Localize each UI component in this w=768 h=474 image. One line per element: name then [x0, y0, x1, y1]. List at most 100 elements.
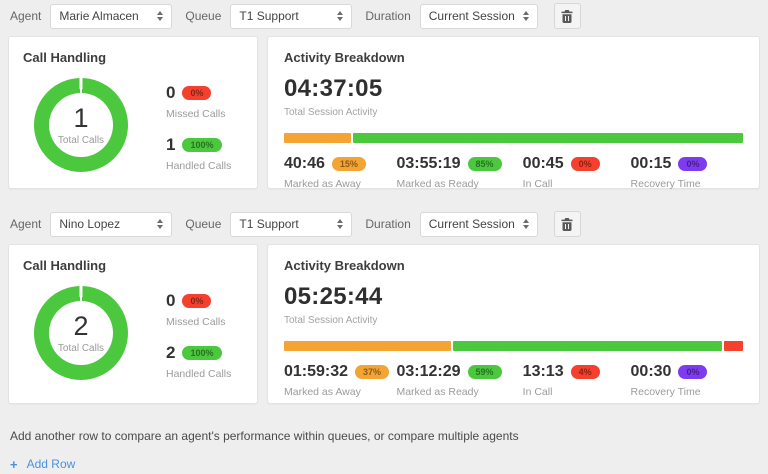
duration-select[interactable]: Current Session [419, 3, 538, 29]
missed-calls-value: 0 [166, 83, 176, 102]
recovery-label: Recovery Time [630, 178, 701, 190]
missed-calls-stat: 0 0% Missed Calls [166, 83, 231, 120]
row-1-cards: Call Handling 1 Total Calls 0 0% Missed … [8, 36, 760, 190]
total-session-time: 05:25:44 [284, 283, 383, 310]
add-row-button[interactable]: + Add Row [10, 457, 75, 471]
queue-select-value: T1 Support [239, 9, 299, 23]
call-handling-title: Call Handling [23, 258, 107, 273]
in-call-pct-badge: 0% [570, 157, 600, 171]
queue-select-value: T1 Support [239, 217, 299, 231]
activity-breakdown-card: Activity Breakdown 04:37:05 Total Sessio… [267, 36, 760, 190]
handled-calls-value: 2 [166, 343, 176, 362]
agent-select[interactable]: Marie Almacen [50, 3, 173, 29]
ready-pct-badge: 85% [467, 157, 502, 171]
recovery-stat: 00:30 0% Recovery Time [631, 363, 743, 398]
in-call-label: In Call [522, 386, 553, 398]
donut-center: 2 Total Calls [49, 301, 113, 365]
total-calls-donut-chart: 1 Total Calls [34, 78, 128, 172]
total-session-label: Total Session Activity [284, 315, 378, 326]
bar-segment-orange [284, 133, 352, 143]
call-handling-title: Call Handling [23, 50, 107, 65]
handled-calls-pct-badge: 100% [182, 346, 222, 360]
away-label: Marked as Away [284, 178, 361, 190]
queue-select[interactable]: T1 Support [230, 3, 353, 29]
away-stat: 01:59:32 37% Marked as Away [284, 363, 396, 398]
select-arrows-icon [522, 11, 529, 21]
total-calls-label: Total Calls [57, 342, 105, 354]
activity-stacked-bar [284, 133, 743, 143]
duration-label: Duration [365, 9, 411, 23]
ready-pct-badge: 59% [467, 365, 502, 379]
in-call-time: 00:45 [522, 155, 564, 172]
ready-time: 03:55:19 [396, 155, 461, 172]
select-arrows-icon [157, 219, 164, 229]
total-calls-donut-chart: 2 Total Calls [34, 286, 128, 380]
delete-row-button[interactable] [553, 3, 581, 29]
duration-label: Duration [365, 217, 411, 231]
agent-select-value: Nino Lopez [59, 217, 121, 231]
missed-calls-pct-badge: 0% [182, 86, 212, 100]
recovery-time: 00:30 [630, 363, 672, 380]
in-call-label: In Call [522, 178, 553, 190]
in-call-pct-badge: 4% [570, 365, 600, 379]
away-stat: 40:46 15% Marked as Away [284, 155, 396, 190]
recovery-time: 00:15 [630, 155, 672, 172]
handled-calls-pct-badge: 100% [182, 138, 222, 152]
select-arrows-icon [337, 219, 344, 229]
in-call-stat: 13:13 4% In Call [523, 363, 631, 398]
duration-select-value: Current Session [428, 9, 515, 23]
compare-hint-text: Add another row to compare an agent's pe… [10, 429, 519, 443]
total-calls-value: 2 [73, 310, 89, 341]
agent-select-value: Marie Almacen [59, 9, 139, 23]
activity-breakdown-title: Activity Breakdown [284, 50, 405, 65]
activity-stats: 01:59:32 37% Marked as Away 03:12:29 59%… [284, 363, 743, 398]
bar-segment-green [452, 341, 723, 351]
activity-breakdown-title: Activity Breakdown [284, 258, 405, 273]
select-arrows-icon [522, 219, 529, 229]
total-calls-label: Total Calls [57, 134, 105, 146]
handled-calls-label: Handled Calls [166, 368, 232, 380]
queue-select[interactable]: T1 Support [230, 211, 353, 237]
delete-row-button[interactable] [553, 211, 581, 237]
call-handling-card: Call Handling 1 Total Calls 0 0% Missed … [8, 36, 258, 189]
missed-calls-pct-badge: 0% [182, 294, 212, 308]
missed-calls-label: Missed Calls [166, 108, 226, 120]
trash-icon [561, 217, 573, 231]
ready-stat: 03:12:29 59% Marked as Ready [396, 363, 522, 398]
in-call-stat: 00:45 0% In Call [523, 155, 631, 190]
ready-label: Marked as Ready [396, 386, 479, 398]
ready-stat: 03:55:19 85% Marked as Ready [396, 155, 522, 190]
row-2-controls: Agent Nino Lopez Queue T1 Support Durati… [10, 211, 758, 237]
row-2-cards: Call Handling 2 Total Calls 0 0% Missed … [8, 244, 760, 404]
agent-label: Agent [10, 9, 42, 23]
total-calls-value: 1 [73, 102, 89, 133]
bar-segment-orange [284, 341, 451, 351]
call-handling-card: Call Handling 2 Total Calls 0 0% Missed … [8, 244, 258, 404]
agent-select[interactable]: Nino Lopez [50, 211, 173, 237]
donut-center: 1 Total Calls [49, 93, 113, 157]
bar-segment-red [724, 341, 744, 351]
select-arrows-icon [337, 11, 344, 21]
queue-label: Queue [185, 217, 222, 231]
handled-calls-stat: 1 100% Handled Calls [166, 135, 231, 172]
add-row-label: Add Row [26, 457, 76, 471]
recovery-stat: 00:15 0% Recovery Time [631, 155, 743, 190]
total-session-label: Total Session Activity [284, 107, 378, 118]
away-time: 01:59:32 [284, 363, 349, 380]
handled-calls-value: 1 [166, 135, 176, 154]
activity-stacked-bar [284, 341, 744, 351]
trash-icon [561, 9, 573, 23]
activity-stats: 40:46 15% Marked as Away 03:55:19 85% Ma… [284, 155, 743, 190]
missed-calls-label: Missed Calls [166, 316, 226, 328]
duration-select[interactable]: Current Session [419, 211, 538, 237]
queue-label: Queue [185, 9, 222, 23]
handled-calls-label: Handled Calls [166, 160, 232, 172]
bar-segment-green [353, 133, 743, 143]
row-1-controls: Agent Marie Almacen Queue T1 Support Dur… [10, 3, 758, 29]
handled-calls-stat: 2 100% Handled Calls [166, 343, 231, 380]
call-stats: 0 0% Missed Calls 2 100% Handled Calls [166, 291, 231, 380]
missed-calls-stat: 0 0% Missed Calls [166, 291, 231, 328]
ready-time: 03:12:29 [396, 363, 461, 380]
away-pct-badge: 37% [355, 365, 390, 379]
away-time: 40:46 [284, 155, 325, 172]
